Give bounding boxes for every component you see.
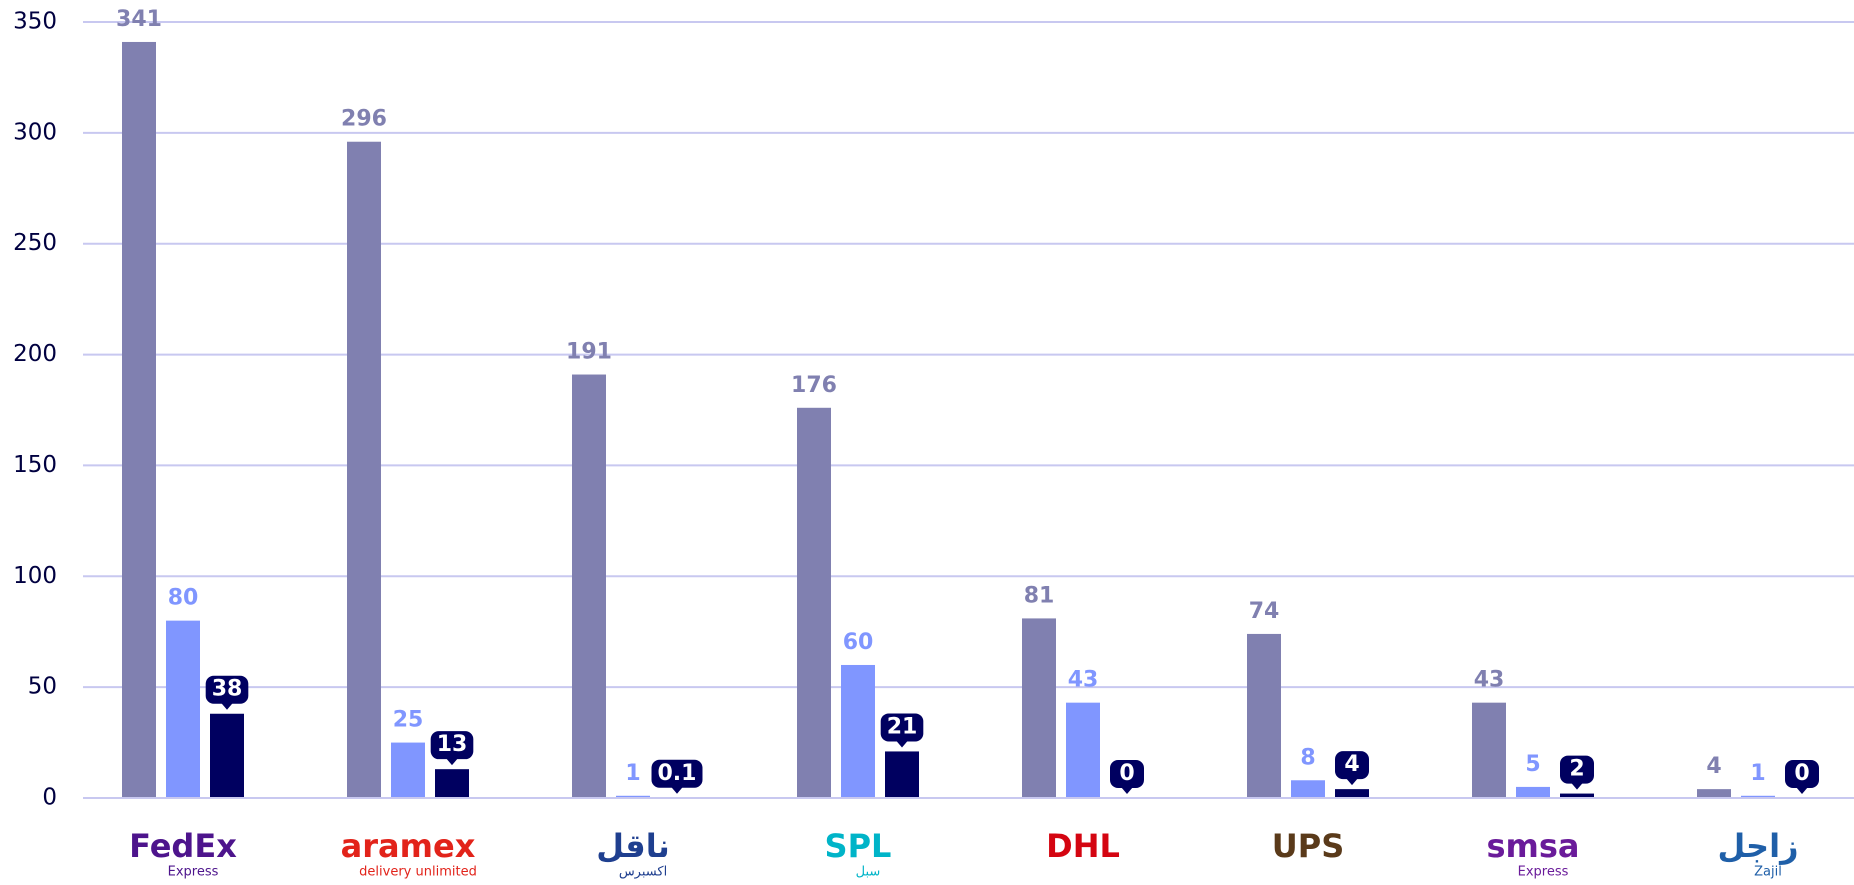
category-sublabel: Express bbox=[168, 865, 219, 880]
value-label: 0 bbox=[1794, 761, 1809, 786]
y-tick-label: 100 bbox=[13, 563, 57, 589]
category-logo: DHL bbox=[1046, 827, 1120, 865]
value-label: 81 bbox=[1024, 583, 1055, 608]
category-sublabel: اكسبرس bbox=[619, 865, 667, 880]
bar bbox=[210, 713, 244, 798]
bar bbox=[1335, 789, 1369, 798]
callout-pointer bbox=[1121, 787, 1133, 794]
category-logo: smsa bbox=[1486, 827, 1579, 865]
callout bbox=[1335, 751, 1369, 780]
value-label: 25 bbox=[393, 708, 424, 733]
y-tick-label: 250 bbox=[13, 230, 57, 256]
callout-pointer bbox=[671, 786, 683, 794]
bar bbox=[1022, 618, 1056, 798]
y-tick-label: 0 bbox=[42, 785, 57, 811]
value-label: 1 bbox=[625, 761, 640, 786]
bar bbox=[797, 407, 831, 798]
y-tick-label: 300 bbox=[13, 119, 57, 145]
category-logo: ناقل bbox=[596, 827, 670, 865]
y-tick-label: 50 bbox=[28, 674, 57, 700]
bar bbox=[1741, 795, 1775, 798]
category-logo: UPS bbox=[1272, 827, 1344, 865]
callout bbox=[651, 759, 703, 788]
bar bbox=[435, 769, 469, 798]
category-sublabel: سبل bbox=[856, 865, 881, 880]
bar bbox=[391, 742, 425, 798]
category-logo: زاجل bbox=[1717, 827, 1798, 865]
callout-pointer bbox=[446, 758, 458, 766]
callout-pointer bbox=[1796, 787, 1808, 794]
value-label: 13 bbox=[437, 732, 468, 757]
value-label: 43 bbox=[1068, 668, 1099, 693]
value-label: 43 bbox=[1474, 668, 1505, 693]
value-label: 0.1 bbox=[658, 761, 697, 786]
callout bbox=[1110, 760, 1144, 788]
value-label: 8 bbox=[1300, 745, 1315, 770]
bar bbox=[841, 664, 875, 798]
bar bbox=[572, 374, 606, 798]
bar bbox=[1697, 789, 1731, 798]
value-label: 5 bbox=[1525, 752, 1540, 777]
callout bbox=[1785, 760, 1819, 788]
callout-pointer bbox=[1571, 782, 1583, 790]
category-sublabel: delivery unlimited bbox=[359, 865, 477, 880]
value-label: 4 bbox=[1344, 752, 1359, 777]
y-tick-label: 200 bbox=[13, 341, 57, 367]
bar bbox=[616, 795, 650, 798]
value-label: 341 bbox=[116, 7, 162, 32]
callout bbox=[205, 675, 249, 704]
bar bbox=[1247, 633, 1281, 798]
bar bbox=[1516, 786, 1550, 798]
y-tick-label: 150 bbox=[13, 452, 57, 478]
bar bbox=[166, 620, 200, 798]
callout-pointer bbox=[896, 740, 908, 748]
value-label: 4 bbox=[1706, 754, 1721, 779]
callout bbox=[880, 713, 924, 742]
value-label: 176 bbox=[791, 373, 837, 398]
value-label: 74 bbox=[1249, 599, 1280, 624]
bar bbox=[1472, 702, 1506, 798]
category-logo: SPL bbox=[825, 827, 892, 865]
value-label: 60 bbox=[843, 630, 874, 655]
value-label: 2 bbox=[1569, 757, 1584, 782]
value-label: 0 bbox=[1119, 761, 1134, 786]
value-label: 1 bbox=[1750, 761, 1765, 786]
callout bbox=[1560, 755, 1594, 784]
category-logo: FedEx bbox=[129, 827, 237, 865]
value-label: 38 bbox=[212, 677, 243, 702]
value-label: 296 bbox=[341, 107, 387, 132]
value-label: 191 bbox=[566, 340, 612, 365]
category-logo: aramex bbox=[341, 827, 476, 865]
value-label: 80 bbox=[168, 586, 199, 611]
callout bbox=[430, 731, 474, 760]
category-sublabel: Zajil bbox=[1754, 865, 1782, 880]
y-tick-label: 350 bbox=[13, 9, 57, 35]
bar bbox=[1291, 780, 1325, 798]
category-sublabel: Express bbox=[1518, 865, 1569, 880]
callout-pointer bbox=[1346, 778, 1358, 786]
bar bbox=[122, 41, 156, 798]
value-label: 21 bbox=[887, 714, 918, 739]
bar bbox=[347, 141, 381, 798]
bar bbox=[885, 751, 919, 798]
callout-pointer bbox=[221, 702, 233, 710]
bar bbox=[1066, 702, 1100, 798]
bar bbox=[1560, 793, 1594, 798]
